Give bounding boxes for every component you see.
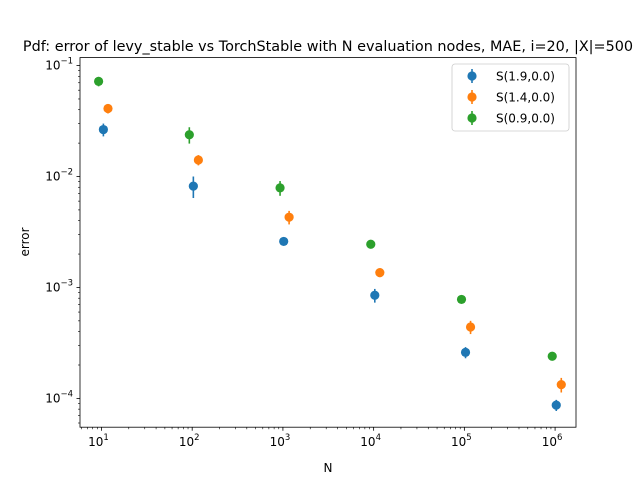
series-group [98,123,561,411]
y-tick-label: 10−3 [45,278,73,294]
y-tick-label-exponent: −2 [60,168,73,178]
data-point [284,212,294,222]
y-tick-label-base: 10 [45,59,60,73]
x-tick-label-base: 10 [88,435,103,449]
series-group [103,103,566,393]
x-tick-label-exponent: 2 [194,433,199,443]
legend-box [451,63,570,132]
x-tick-label: 102 [179,433,200,449]
x-axis-label: N [324,461,333,475]
data-point [370,290,380,300]
y-axis-label: error [18,227,32,256]
data-point [184,130,194,140]
x-tick-label: 105 [451,433,472,449]
x-tick-label-base: 10 [360,435,375,449]
legend-point-marker [467,71,477,81]
plot-frame [79,57,577,428]
legend-label: S(1.4,0.0) [496,91,555,105]
data-point [366,239,376,249]
x-tick-label-exponent: 5 [466,433,471,443]
x-tick-label-base: 10 [270,435,285,449]
chart-title: Pdf: error of levy_stable vs TorchStable… [23,39,633,55]
x-tick-label-base: 10 [451,435,466,449]
plot-marks [94,76,566,411]
x-tick-label-exponent: 4 [376,433,381,443]
data-point [98,124,108,135]
legend-label: S(1.9,0.0) [496,70,555,84]
y-tick-label-exponent: −1 [60,57,73,67]
x-tick-label-base: 10 [542,435,557,449]
y-tick-label: 10−2 [45,168,73,184]
legend: S(1.9,0.0) S(1.4,0.0) S(0.9,0.0) [451,63,570,132]
y-tick-label-base: 10 [45,170,60,184]
x-tick-label-base: 10 [179,435,194,449]
x-tick-label-exponent: 3 [285,433,290,443]
data-point [551,400,561,410]
data-point [103,103,113,114]
x-tick-label: 103 [270,433,291,449]
data-point [94,76,104,87]
data-point [193,155,203,165]
x-tick-label-exponent: 6 [557,433,562,443]
data-point [460,347,471,357]
data-point [275,183,285,193]
legend-label: S(0.9,0.0) [496,112,555,126]
data-point [375,268,385,278]
x-tick-label: 101 [88,433,109,449]
y-tick-label: 10−4 [45,389,73,405]
x-tick-label: 106 [542,433,563,449]
y-tick-label-exponent: −4 [60,389,73,399]
data-point [465,322,476,332]
data-point [456,294,467,305]
legend-point-marker [467,113,477,123]
data-point [547,351,557,361]
x-tick-label-exponent: 1 [103,433,108,443]
y-tick-label: 10−1 [45,57,73,73]
y-tick-label-base: 10 [45,391,60,405]
series-group [94,76,557,361]
x-tick-label: 104 [360,433,381,449]
y-tick-label-exponent: −3 [60,278,73,288]
data-point [279,236,289,247]
legend-point-marker [467,92,477,102]
y-tick-label-base: 10 [45,280,60,294]
data-point [188,181,198,191]
data-point [556,380,566,390]
